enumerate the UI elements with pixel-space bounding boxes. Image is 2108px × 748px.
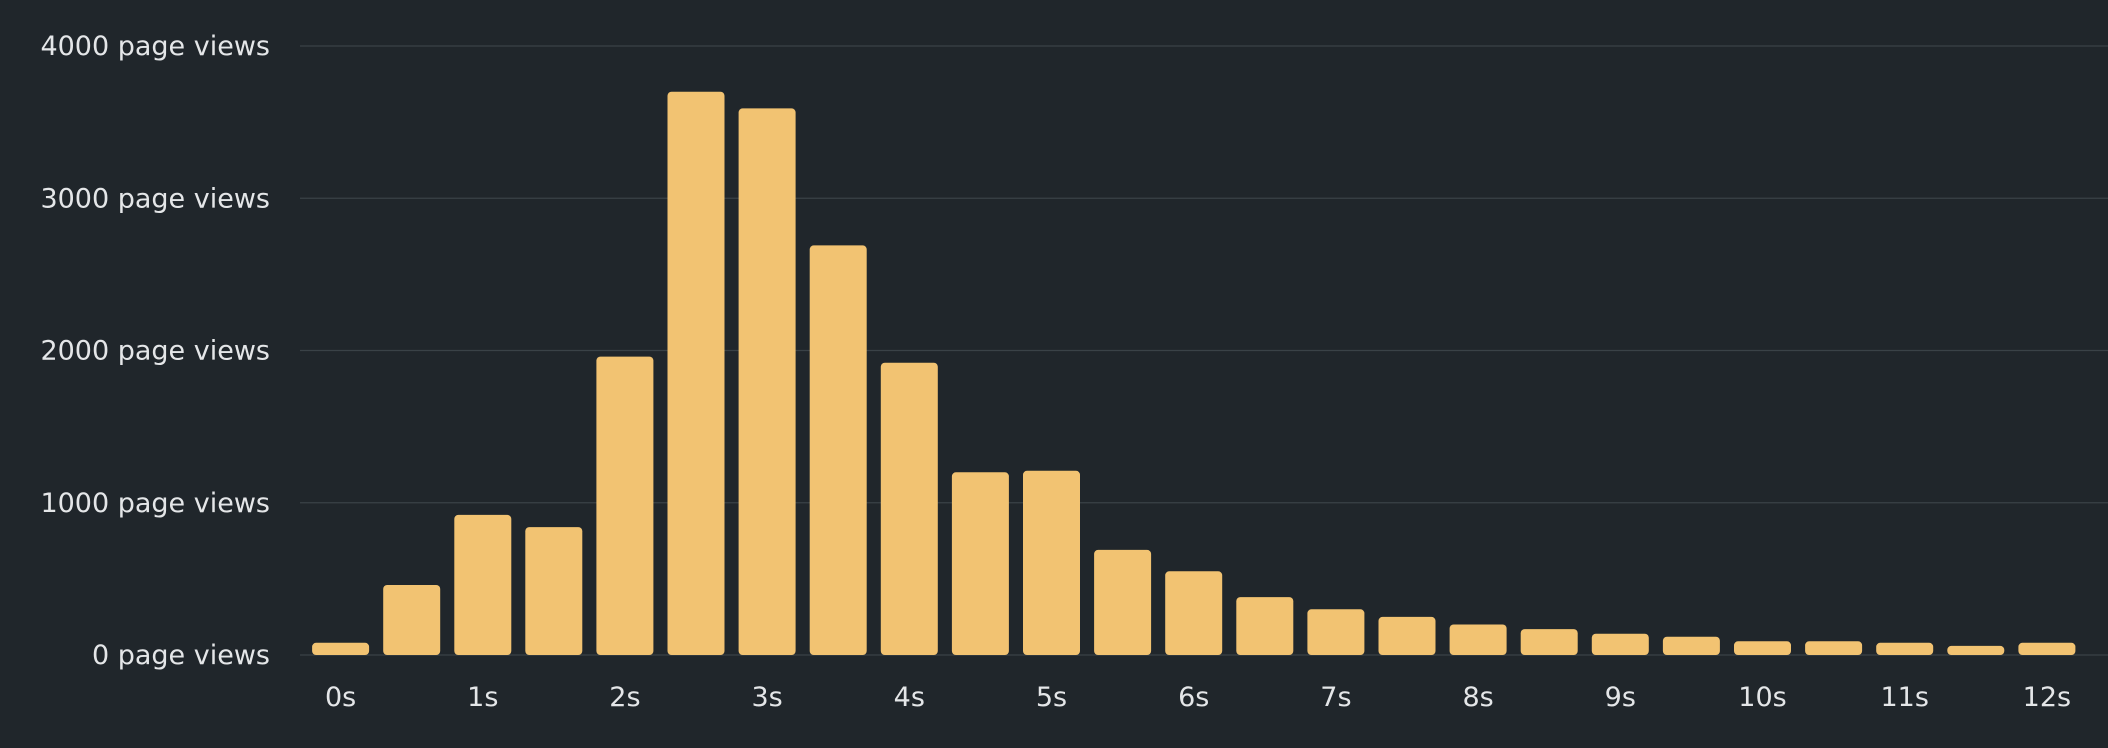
x-tick-label: 4s: [894, 682, 925, 713]
bar: [1805, 641, 1863, 655]
bar: [667, 91, 725, 655]
x-tick-label: 6s: [1178, 682, 1209, 713]
bar: [1165, 571, 1223, 655]
bar: [2018, 642, 2076, 655]
y-tick-label: 3000 page views: [40, 183, 270, 214]
bar: [383, 585, 441, 655]
bar: [738, 108, 796, 655]
bar: [880, 362, 938, 655]
bar: [1449, 624, 1507, 655]
y-tick-label: 2000 page views: [40, 336, 270, 367]
x-tick-label: 7s: [1320, 682, 1351, 713]
x-tick-label: 9s: [1605, 682, 1636, 713]
x-tick-label: 8s: [1462, 682, 1493, 713]
bar: [1023, 470, 1080, 655]
bar: [951, 472, 1009, 655]
x-tick-label: 10s: [1738, 682, 1786, 713]
bar: [1520, 629, 1578, 655]
x-tick-label: 0s: [325, 682, 356, 713]
bar: [596, 356, 654, 655]
bar: [312, 642, 370, 655]
x-tick-label: 2s: [609, 682, 640, 713]
x-tick-label: 12s: [2023, 682, 2071, 713]
y-axis-tick-labels: 0 page views 1000 page views 2000 page vie…: [40, 31, 270, 671]
y-tick-label: 0 page views: [92, 640, 270, 671]
bar: [454, 514, 512, 655]
y-tick-label: 1000 page views: [40, 488, 270, 519]
x-axis-tick-labels: 0s 1s 2s 3s 4s 5s 6s 7s 8s 9s 10s 11s 12s: [325, 682, 2071, 713]
x-tick-label: 1s: [467, 682, 498, 713]
bar: [1094, 549, 1152, 655]
bar: [1591, 633, 1649, 655]
x-tick-label: 5s: [1036, 682, 1067, 713]
bar: [1378, 616, 1436, 655]
bar: [1947, 645, 2005, 655]
bars: [312, 91, 2076, 655]
x-tick-label: 11s: [1880, 682, 1928, 713]
bar: [1662, 636, 1720, 655]
bar: [1876, 642, 1934, 655]
bar: [809, 245, 867, 655]
bar: [1236, 597, 1294, 655]
bar: [1307, 609, 1365, 655]
x-tick-label: 3s: [751, 682, 782, 713]
y-tick-label: 4000 page views: [40, 31, 270, 62]
bar: [1734, 641, 1791, 655]
bar: [525, 527, 583, 655]
